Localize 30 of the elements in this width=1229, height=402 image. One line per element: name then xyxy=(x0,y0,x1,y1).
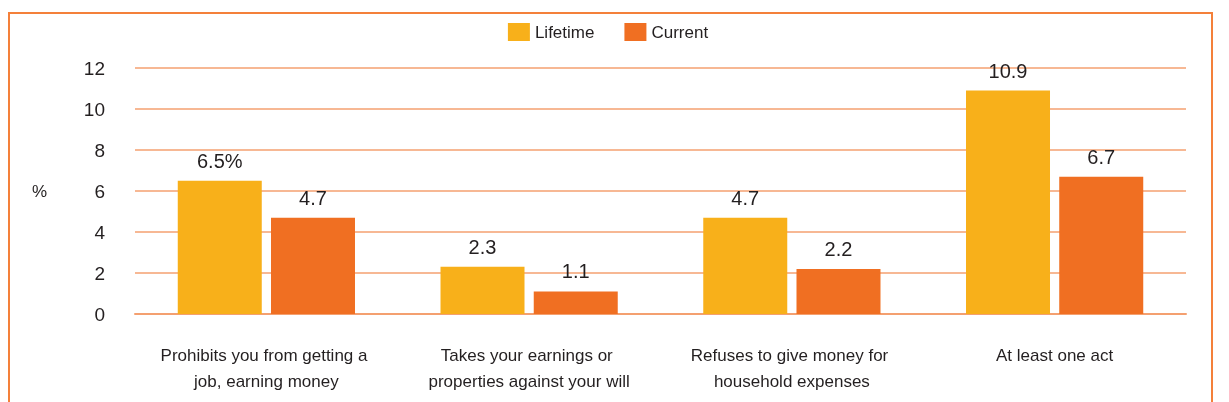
data-label: 4.7 xyxy=(299,186,327,209)
data-label: 10.9 xyxy=(988,59,1028,82)
data-label: 2.3 xyxy=(468,235,497,258)
legend-label: Current xyxy=(651,22,709,42)
bar xyxy=(440,266,525,314)
y-tick-label: 0 xyxy=(94,303,105,325)
y-axis-title: % xyxy=(31,181,47,201)
legend-label: Lifetime xyxy=(534,22,595,42)
bar xyxy=(271,217,355,314)
x-tick-label: Refuses to give money for household expenses xyxy=(690,345,893,391)
data-label: 1.1 xyxy=(561,260,590,283)
x-tick-label: At least one act xyxy=(996,345,1114,365)
data-label: 6.7 xyxy=(1087,145,1116,168)
y-tick-label: 4 xyxy=(94,221,106,243)
bar xyxy=(177,180,262,314)
x-tick-label: Prohibits you from getting a job, earning money xyxy=(160,345,373,391)
data-label: 6.5% xyxy=(196,149,243,172)
bar xyxy=(796,268,881,314)
y-tick-label: 8 xyxy=(94,139,105,161)
bar xyxy=(1059,176,1144,314)
bar xyxy=(533,291,618,314)
y-tick-label: 2 xyxy=(94,262,105,284)
y-tick-label: 12 xyxy=(83,57,105,79)
y-tick-label: 6 xyxy=(94,180,105,202)
bar xyxy=(703,217,788,314)
bar xyxy=(966,90,1051,314)
y-tick-label: 10 xyxy=(83,98,105,120)
data-label: 2.2 xyxy=(824,237,853,260)
data-label: 4.7 xyxy=(731,186,760,209)
x-tick-label: Takes your earnings or properties against your will xyxy=(428,345,630,391)
